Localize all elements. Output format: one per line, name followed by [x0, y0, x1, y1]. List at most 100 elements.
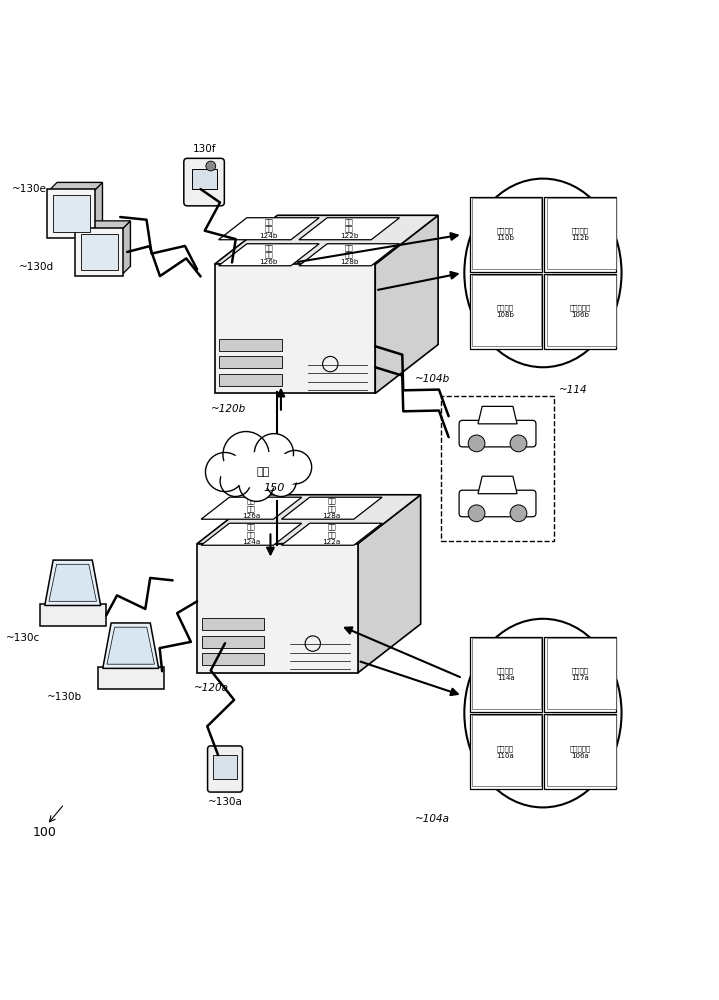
Polygon shape — [57, 182, 102, 228]
Polygon shape — [76, 221, 130, 229]
Circle shape — [510, 435, 527, 452]
Text: ~104b: ~104b — [415, 374, 450, 384]
FancyBboxPatch shape — [470, 637, 541, 712]
Text: 150: 150 — [263, 483, 285, 493]
Circle shape — [239, 466, 274, 501]
FancyBboxPatch shape — [81, 234, 118, 270]
Polygon shape — [375, 215, 438, 393]
Text: ~130d: ~130d — [19, 262, 54, 272]
FancyBboxPatch shape — [192, 169, 216, 189]
Text: 队列数据
110b: 队列数据 110b — [497, 227, 515, 241]
Polygon shape — [103, 623, 159, 668]
Text: 130f: 130f — [192, 144, 216, 154]
Text: 可用性数据
106b: 可用性数据 106b — [569, 305, 591, 318]
FancyBboxPatch shape — [213, 755, 237, 779]
Circle shape — [468, 505, 485, 522]
Text: 批量
调度
124b: 批量 调度 124b — [260, 218, 278, 239]
Text: ~120b: ~120b — [211, 404, 247, 414]
FancyBboxPatch shape — [219, 339, 282, 351]
FancyBboxPatch shape — [202, 653, 265, 665]
Text: ~130c: ~130c — [6, 633, 40, 643]
Circle shape — [265, 466, 296, 497]
FancyBboxPatch shape — [75, 228, 124, 276]
Circle shape — [223, 432, 269, 478]
Text: 网络: 网络 — [257, 467, 270, 477]
Text: 预订数据
108b: 预订数据 108b — [497, 305, 515, 318]
FancyBboxPatch shape — [202, 618, 265, 630]
FancyBboxPatch shape — [547, 198, 615, 269]
Text: 100: 100 — [33, 826, 57, 839]
Polygon shape — [281, 523, 382, 545]
Ellipse shape — [218, 452, 309, 488]
Polygon shape — [122, 221, 130, 275]
Polygon shape — [45, 560, 101, 606]
Text: 批量
调度
124a: 批量 调度 124a — [242, 524, 260, 545]
Text: 可用性数据
106a: 可用性数据 106a — [569, 745, 591, 759]
FancyBboxPatch shape — [472, 275, 541, 346]
FancyBboxPatch shape — [544, 714, 616, 789]
FancyBboxPatch shape — [459, 420, 536, 447]
FancyBboxPatch shape — [40, 604, 106, 626]
Polygon shape — [358, 495, 421, 673]
Polygon shape — [219, 244, 319, 266]
FancyBboxPatch shape — [470, 197, 541, 272]
Circle shape — [206, 452, 244, 492]
FancyBboxPatch shape — [547, 275, 615, 346]
FancyBboxPatch shape — [470, 714, 541, 789]
FancyBboxPatch shape — [472, 715, 541, 786]
Polygon shape — [299, 244, 400, 266]
Circle shape — [278, 450, 311, 484]
FancyBboxPatch shape — [441, 396, 554, 541]
FancyBboxPatch shape — [459, 490, 536, 517]
Text: ~130a: ~130a — [208, 797, 242, 807]
Circle shape — [510, 505, 527, 522]
Text: ~130e: ~130e — [12, 184, 47, 194]
Text: 批量
移动
126b: 批量 移动 126b — [260, 244, 278, 265]
Polygon shape — [197, 544, 358, 673]
Polygon shape — [214, 264, 375, 393]
Polygon shape — [201, 497, 302, 519]
Text: 访问
模块
128a: 访问 模块 128a — [323, 498, 341, 519]
Text: 位置数据
112b: 位置数据 112b — [572, 227, 589, 241]
FancyBboxPatch shape — [544, 274, 616, 349]
FancyBboxPatch shape — [547, 715, 615, 786]
Polygon shape — [201, 523, 302, 545]
Text: ~114: ~114 — [559, 385, 587, 395]
Polygon shape — [214, 215, 438, 264]
FancyBboxPatch shape — [219, 356, 282, 368]
Circle shape — [468, 435, 485, 452]
Text: 位置数据
117a: 位置数据 117a — [572, 668, 589, 681]
Text: 预订
模块
122b: 预订 模块 122b — [340, 218, 359, 239]
Polygon shape — [281, 497, 382, 519]
Text: ~130b: ~130b — [47, 692, 82, 702]
FancyBboxPatch shape — [472, 198, 541, 269]
FancyBboxPatch shape — [470, 274, 541, 349]
Text: 预订
模块
122a: 预订 模块 122a — [323, 524, 341, 545]
Text: ~104a: ~104a — [416, 814, 450, 824]
FancyBboxPatch shape — [208, 746, 242, 792]
Polygon shape — [197, 495, 421, 544]
Polygon shape — [107, 627, 155, 664]
Polygon shape — [478, 476, 517, 494]
Polygon shape — [478, 406, 517, 424]
Polygon shape — [49, 564, 96, 601]
FancyBboxPatch shape — [544, 197, 616, 272]
Text: ~120a: ~120a — [193, 683, 229, 693]
FancyBboxPatch shape — [47, 189, 96, 238]
Circle shape — [220, 466, 251, 497]
Ellipse shape — [464, 179, 621, 367]
FancyBboxPatch shape — [202, 636, 265, 648]
Polygon shape — [85, 221, 130, 266]
Text: 车队数据
114a: 车队数据 114a — [497, 668, 514, 681]
Circle shape — [206, 161, 216, 171]
FancyBboxPatch shape — [184, 158, 224, 206]
FancyBboxPatch shape — [219, 374, 282, 386]
Polygon shape — [219, 218, 319, 240]
Polygon shape — [299, 218, 400, 240]
Polygon shape — [94, 182, 102, 236]
FancyBboxPatch shape — [544, 637, 616, 712]
FancyBboxPatch shape — [472, 638, 541, 709]
Polygon shape — [49, 182, 102, 191]
FancyBboxPatch shape — [98, 667, 163, 689]
Text: 访问
模块
128b: 访问 模块 128b — [340, 244, 359, 265]
